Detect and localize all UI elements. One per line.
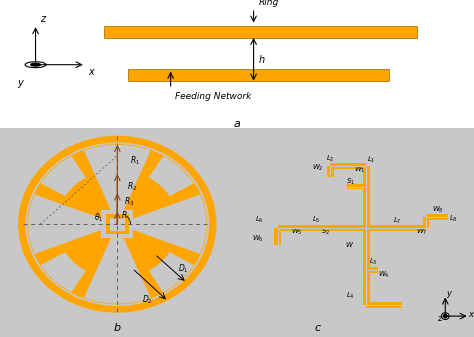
- Polygon shape: [363, 166, 370, 228]
- Polygon shape: [278, 225, 366, 231]
- Text: $R_1$: $R_1$: [130, 155, 141, 167]
- Text: $D_1$: $D_1$: [178, 263, 189, 275]
- Text: $z$: $z$: [437, 314, 444, 323]
- Text: $c$: $c$: [314, 323, 322, 333]
- Text: $L_8$: $L_8$: [449, 213, 457, 224]
- Text: $R_3$: $R_3$: [124, 195, 134, 208]
- Text: $\theta_1$: $\theta_1$: [94, 212, 103, 224]
- Text: $b$: $b$: [113, 321, 121, 333]
- Text: $h$: $h$: [258, 53, 266, 65]
- Text: $R_2$: $R_2$: [127, 180, 137, 192]
- Wedge shape: [84, 224, 151, 304]
- Text: $L_2$: $L_2$: [326, 153, 335, 164]
- Text: $W$: $W$: [345, 240, 354, 249]
- Bar: [104, 26, 417, 38]
- Text: $W_7$: $W_7$: [416, 227, 427, 237]
- Text: $S_2$: $S_2$: [321, 226, 330, 237]
- Text: $W_1$: $W_1$: [354, 165, 366, 175]
- Polygon shape: [327, 166, 334, 177]
- Text: $W_2$: $W_2$: [311, 163, 323, 173]
- Wedge shape: [41, 252, 86, 292]
- Wedge shape: [149, 252, 194, 292]
- Polygon shape: [274, 228, 281, 245]
- Circle shape: [31, 63, 40, 66]
- Wedge shape: [149, 156, 194, 196]
- Text: $y$: $y$: [17, 78, 25, 90]
- Text: Feeding Network: Feeding Network: [175, 92, 252, 101]
- Text: $L_7$: $L_7$: [393, 216, 401, 226]
- Bar: [128, 69, 389, 81]
- Polygon shape: [366, 225, 426, 231]
- Wedge shape: [117, 194, 207, 254]
- Circle shape: [26, 143, 209, 305]
- Circle shape: [28, 145, 207, 304]
- Polygon shape: [363, 295, 370, 305]
- Text: $L_1$: $L_1$: [367, 154, 376, 165]
- Text: $S_1$: $S_1$: [346, 177, 355, 187]
- Text: $D_2$: $D_2$: [142, 294, 153, 306]
- Text: $W_6$: $W_6$: [252, 234, 264, 244]
- Polygon shape: [423, 217, 429, 228]
- Text: $x$: $x$: [88, 67, 96, 78]
- Text: $W_8$: $W_8$: [432, 205, 444, 215]
- Polygon shape: [278, 225, 294, 231]
- Text: Ring: Ring: [258, 0, 279, 7]
- Text: $L_3$: $L_3$: [369, 257, 377, 267]
- Text: $R$: $R$: [121, 209, 128, 220]
- Polygon shape: [347, 184, 366, 189]
- Text: $L_4$: $L_4$: [346, 290, 354, 301]
- Polygon shape: [363, 228, 370, 295]
- Circle shape: [19, 136, 216, 312]
- Polygon shape: [426, 214, 447, 220]
- Text: $W_5$: $W_5$: [291, 226, 303, 237]
- Text: $a$: $a$: [233, 119, 241, 129]
- Wedge shape: [41, 156, 86, 196]
- Text: $L_6$: $L_6$: [255, 215, 264, 225]
- Wedge shape: [28, 194, 117, 254]
- Wedge shape: [84, 145, 151, 224]
- Polygon shape: [330, 163, 366, 168]
- Text: $L_5$: $L_5$: [312, 215, 320, 225]
- Text: $W_4$: $W_4$: [378, 269, 390, 280]
- Text: $z$: $z$: [40, 14, 47, 24]
- Polygon shape: [366, 302, 402, 308]
- Polygon shape: [366, 267, 378, 273]
- Text: $x$: $x$: [468, 310, 474, 319]
- Circle shape: [444, 315, 447, 317]
- Text: $y$: $y$: [447, 289, 454, 300]
